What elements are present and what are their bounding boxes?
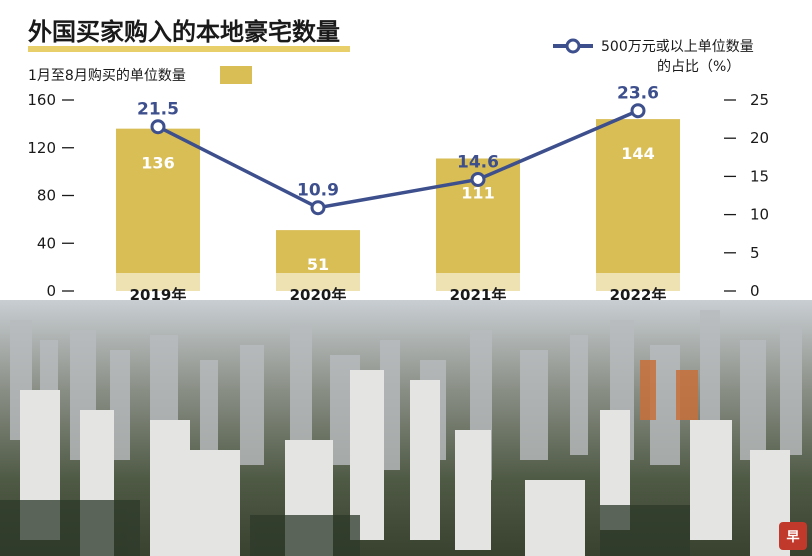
bar	[596, 119, 680, 273]
right-tick-label: 10	[750, 206, 769, 224]
legend-bar-swatch	[220, 66, 252, 84]
bar-base-fade	[596, 273, 680, 291]
bar-value-label: 144	[621, 144, 654, 163]
line-point	[470, 171, 486, 187]
line-value-label: 21.5	[137, 100, 179, 120]
bar	[116, 128, 200, 273]
bar-value-label: 51	[307, 255, 329, 274]
right-axis: 0 5 10 15 20 25	[724, 91, 769, 300]
city-skyline-photo	[0, 300, 812, 556]
line-series: 21.5 10.9 14.6 23.6	[137, 84, 659, 216]
legend-line-marker	[565, 38, 581, 54]
left-tick-label: 0	[46, 282, 56, 300]
category-labels: 2019年 2020年 2021年 2022年	[130, 286, 667, 300]
legend-line-label-1: 500万元或以上单位数量	[601, 39, 754, 55]
line-value-label: 14.6	[457, 152, 499, 172]
line-point	[150, 119, 166, 135]
left-axis: 0 40 80 120 160	[27, 91, 74, 300]
bar-value-label: 136	[141, 154, 174, 173]
line-point	[630, 103, 646, 119]
right-tick-label: 20	[750, 129, 769, 147]
bar-base-fade	[436, 273, 520, 291]
publisher-logo: 早	[779, 522, 807, 550]
category-label: 2022年	[610, 286, 667, 300]
category-label: 2020年	[290, 286, 347, 300]
left-tick-label: 40	[37, 234, 56, 252]
category-label: 2019年	[130, 286, 187, 300]
left-tick-label: 120	[27, 139, 56, 157]
right-tick-label: 0	[750, 282, 760, 300]
title-underline	[28, 46, 350, 52]
bar-base-fade	[116, 273, 200, 291]
line-point	[310, 200, 326, 216]
legend-line-label-2: 的占比（%）	[657, 59, 740, 75]
chart-title: 外国买家购入的本地豪宅数量	[28, 18, 340, 46]
right-tick-label: 15	[750, 167, 769, 185]
bars: 136 51 111 144	[116, 119, 680, 291]
legend-bar-label: 1月至8月购买的单位数量	[28, 68, 186, 84]
chart: 外国买家购入的本地豪宅数量 500万元或以上单位数量 的占比（%） 1月至8月购…	[27, 18, 769, 300]
left-tick-label: 80	[37, 187, 56, 205]
category-label: 2021年	[450, 286, 507, 300]
right-tick-label: 5	[750, 244, 760, 262]
line-value-label: 23.6	[617, 84, 659, 104]
left-tick-label: 160	[27, 91, 56, 109]
bar-value-label: 111	[461, 183, 494, 202]
series-line	[157, 109, 639, 210]
publisher-logo-text: 早	[786, 530, 799, 545]
line-value-label: 10.9	[297, 181, 339, 201]
bar	[276, 230, 360, 273]
right-tick-label: 25	[750, 91, 769, 109]
bar-base-fade	[276, 273, 360, 291]
